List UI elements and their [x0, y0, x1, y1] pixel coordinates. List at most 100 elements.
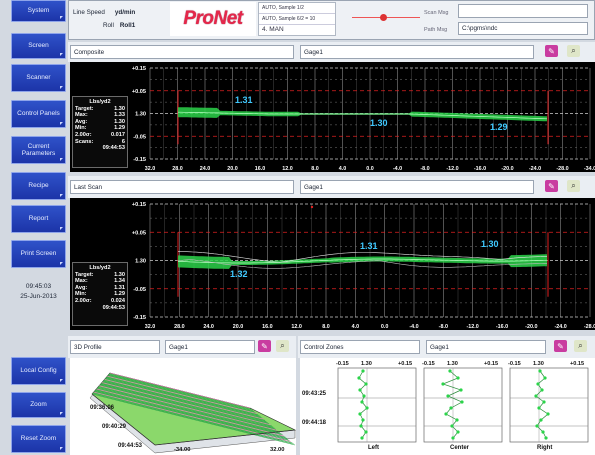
x-tick-label: 32.0	[145, 324, 156, 330]
envelope-line	[177, 259, 548, 269]
profile-time: 09:44:53	[118, 443, 143, 449]
zone-point	[537, 406, 541, 410]
zone-point	[364, 430, 368, 434]
roll-value: Roll1	[119, 22, 136, 29]
screen-button[interactable]: Screen	[11, 33, 66, 59]
x-tick-label: 4.0	[352, 324, 360, 330]
y-tick-label: +0.05	[132, 230, 146, 236]
magnifier-icon[interactable]: ⌕	[567, 180, 580, 192]
scan-position-indicator	[340, 2, 430, 36]
scanner-button[interactable]: Scanner	[11, 64, 66, 92]
stats-row: 2.00σ: 0.017	[75, 131, 125, 138]
local-config-button[interactable]: Local Config	[11, 357, 66, 385]
profile-scan-line	[108, 374, 255, 412]
x-tick-label: -8.0	[420, 166, 429, 172]
profile-scan-line	[100, 383, 274, 428]
profile-scan-line	[93, 391, 291, 442]
clock-date: 25-Jun-2013	[20, 293, 57, 300]
path-msg-field: C:\pgms\ndc	[458, 22, 588, 35]
scan-marker	[310, 205, 314, 209]
current-parameters-button[interactable]: Current Parameters	[11, 136, 66, 164]
profile-scan-line	[103, 379, 266, 421]
scan-head-marker	[380, 14, 387, 21]
zone-scale-label: 1.30	[533, 361, 544, 367]
stats-title: Lbs/yd2	[89, 265, 111, 271]
panel-title-field: Last Scan	[70, 180, 294, 194]
zone-point	[357, 376, 361, 380]
zone-scale-label: 1.30	[447, 361, 458, 367]
magnifier-icon[interactable]: ⌕	[567, 45, 580, 57]
zone-scale-label: -0.15	[422, 361, 435, 367]
y-tick-label: -0.05	[133, 134, 146, 140]
print-icon[interactable]: ✎	[554, 340, 567, 352]
print-icon[interactable]: ✎	[545, 180, 558, 192]
profile-scan-line	[105, 378, 263, 419]
gage-value: Gage1	[430, 343, 449, 351]
profile-scan-line	[99, 384, 276, 430]
gage-select[interactable]: Gage1	[300, 180, 534, 194]
control-panels-button[interactable]: Control Panels	[11, 100, 66, 128]
profile-scan-line	[101, 382, 271, 426]
zone-point	[450, 424, 454, 428]
x-tick-label: -12.0	[446, 166, 458, 172]
magnifier-icon[interactable]: ⌕	[276, 340, 289, 352]
x-tick-label: 20.0	[227, 166, 238, 172]
mode-panel: AUTO, Sample 1/2 AUTO, Sample 6/2 = 10 4…	[258, 2, 336, 36]
zone-point	[446, 394, 450, 398]
zone-box	[337, 367, 417, 443]
x-tick-label: 24.0	[200, 166, 211, 172]
print-icon[interactable]: ✎	[258, 340, 271, 352]
x-tick-label: -24.0	[555, 324, 567, 330]
profile-time: 09:40:29	[102, 424, 127, 430]
report-button[interactable]: Report	[11, 205, 66, 233]
zone-point	[542, 400, 546, 404]
profile-scan-line	[108, 373, 253, 411]
zone-point	[544, 436, 548, 440]
gage-select[interactable]: Gage1	[165, 340, 255, 354]
zone-point	[441, 382, 445, 386]
recipe-button[interactable]: Recipe	[11, 172, 66, 200]
y-tick-label: 1.30	[135, 112, 146, 118]
y-tick-label: 1.30	[135, 259, 146, 265]
zone-point	[362, 394, 366, 398]
zone-scale-label: +0.15	[484, 361, 498, 367]
zoom-button[interactable]: Zoom	[11, 392, 66, 418]
zone-point	[539, 418, 543, 422]
stats-row: Target: 1.30	[75, 105, 125, 112]
print-icon[interactable]: ✎	[545, 45, 558, 57]
gage-select[interactable]: Gage1	[426, 340, 546, 354]
profile-scan-line	[99, 385, 278, 431]
magnifier-icon[interactable]: ⌕	[574, 340, 587, 352]
y-tick-label: -0.05	[133, 287, 146, 293]
composite-chart: +0.15 +0.05 1.30 -0.05 -0.15 32.0 28.0 24.0 20.0…	[70, 62, 595, 172]
profile-scan-line	[95, 389, 287, 439]
line-speed-value: yd/min	[114, 9, 136, 16]
print-screen-button[interactable]: Print Screen	[11, 240, 66, 268]
zone-scale-label: +0.15	[398, 361, 412, 367]
stats-row: 2.00σ: 0.024	[75, 297, 125, 304]
y-tick-label: +0.15	[132, 66, 146, 72]
gage-select[interactable]: Gage1	[300, 45, 534, 59]
stats-row: Avg: 1.31	[75, 284, 125, 291]
last-scan-chart: +0.15 +0.05 1.30 -0.05 -0.15 32.0 28.0 24.0 20.0…	[70, 198, 595, 330]
stats-row: Min: 1.29	[75, 291, 125, 298]
y-tick-label: +0.05	[132, 89, 146, 95]
profile-scan-line	[102, 381, 270, 424]
reset-zoom-button[interactable]: Reset Zoom	[11, 425, 66, 453]
value-label: 1.30	[481, 239, 499, 249]
trend-line	[178, 111, 548, 120]
x-tick-label: -28.0	[584, 324, 595, 330]
clock-time: 09:45:03	[25, 283, 52, 290]
y-tick-label: +0.15	[132, 202, 146, 208]
roll-label: Roll	[103, 22, 114, 29]
system-button[interactable]: System	[11, 0, 66, 22]
profile-scan-line	[95, 389, 286, 438]
profile-scan-line	[107, 375, 257, 414]
x-tick-label: -28.0	[556, 166, 568, 172]
zone-point	[448, 369, 452, 373]
stats-time: 09:44:53	[102, 304, 125, 311]
value-label: 1.30	[370, 118, 388, 128]
zone-box	[423, 367, 503, 443]
zone-name: Left	[368, 445, 379, 451]
